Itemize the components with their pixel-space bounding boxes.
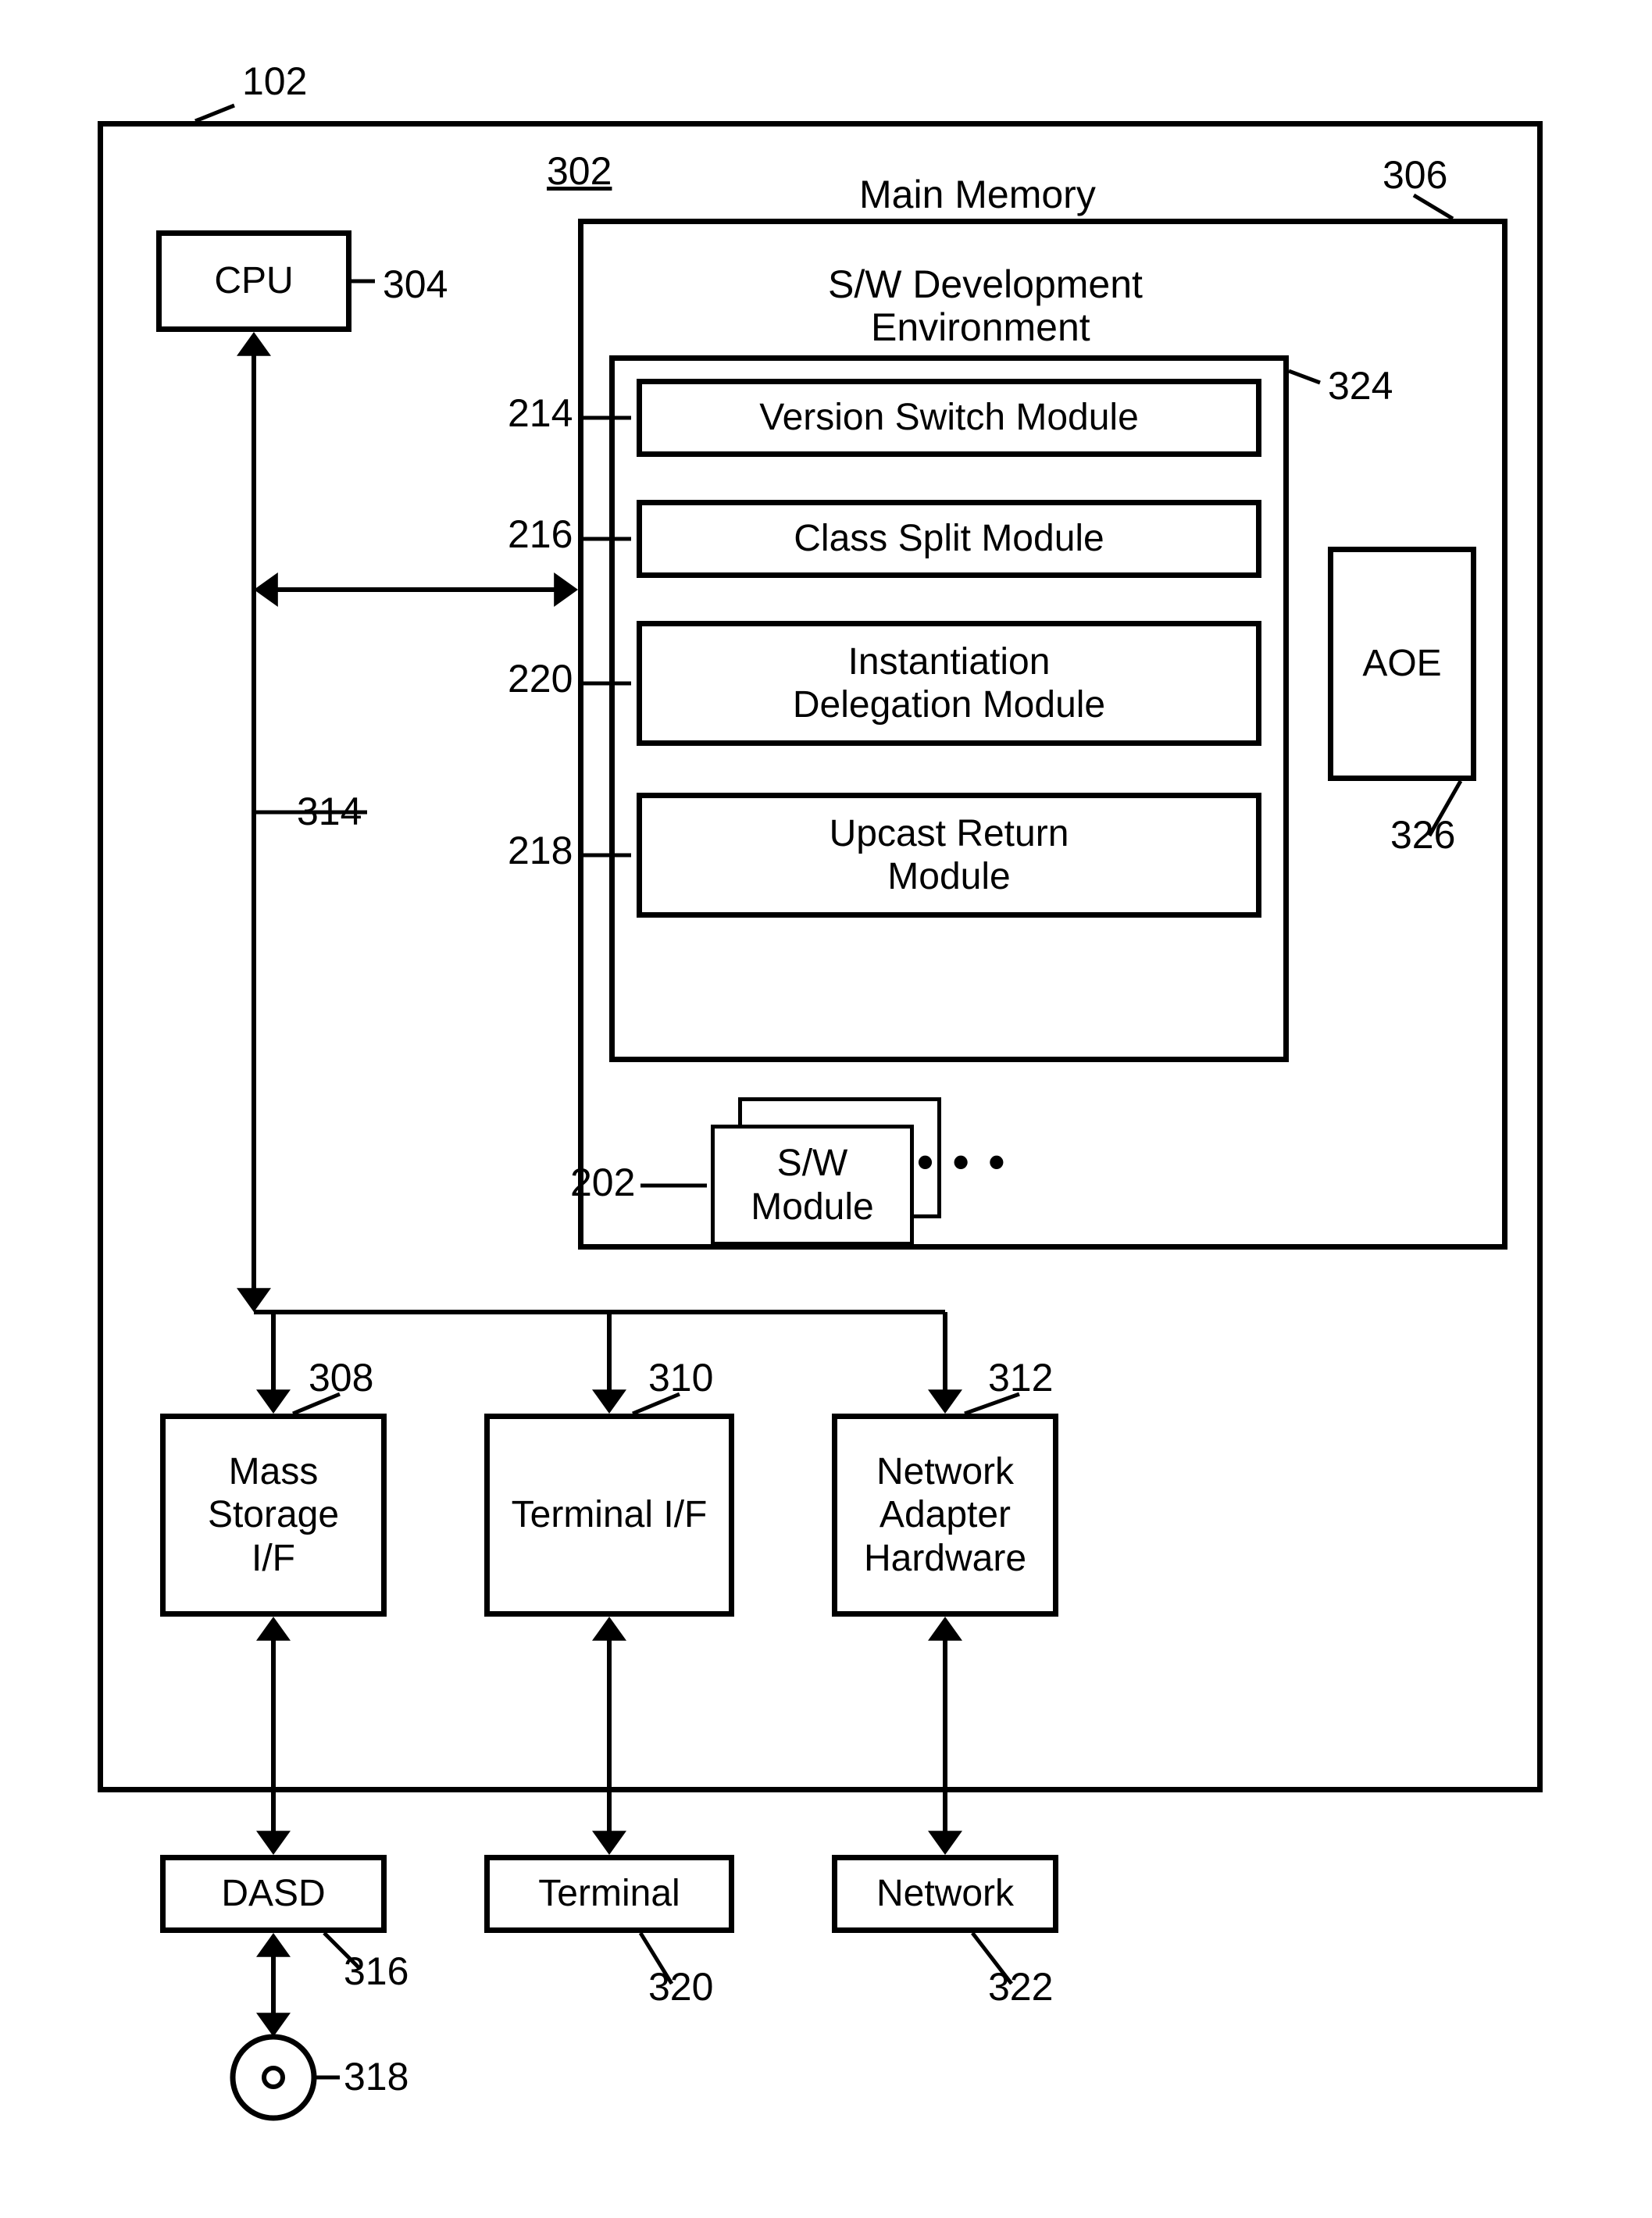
class-split-box-label: Class Split Module [794,517,1104,560]
sde-title-1: S/W Development [828,262,1143,307]
sde-title-2: Environment [871,305,1090,350]
ref-disc: 318 [344,2054,409,2099]
inst-delegation-box: Instantiation Delegation Module [637,621,1261,746]
ref-network: 322 [988,1964,1053,2009]
sw-module-dots: • • • [917,1135,1008,1189]
ref-bus: 314 [297,789,362,834]
upcast-return-box: Upcast Return Module [637,793,1261,918]
ref-main-memory: 306 [1383,152,1447,198]
ref-network-adapter: 312 [988,1355,1053,1400]
main-memory-title: Main Memory [859,172,1096,217]
upcast-return-box-label: Upcast Return Module [830,812,1069,898]
ref-aoe: 326 [1390,812,1455,858]
cpu-box: CPU [156,230,351,332]
dasd-box: DASD [160,1855,387,1933]
version-switch-box: Version Switch Module [637,379,1261,457]
network-adapter-box-label: Network Adapter Hardware [864,1450,1026,1580]
ref-inst-delegation: 220 [508,656,573,701]
version-switch-box-label: Version Switch Module [759,396,1139,439]
ref-inner: 302 [547,148,612,194]
terminal-box-label: Terminal [538,1872,680,1915]
ref-outer: 102 [242,59,307,104]
inst-delegation-box-label: Instantiation Delegation Module [793,640,1105,726]
sw-module-front: S/W Module [711,1125,914,1246]
network-box: Network [832,1855,1058,1933]
ref-sw-module: 202 [570,1160,635,1205]
terminal-box: Terminal [484,1855,734,1933]
terminal-if-box: Terminal I/F [484,1414,734,1617]
dasd-box-label: DASD [221,1872,325,1915]
ref-mass-storage: 308 [309,1355,373,1400]
terminal-if-box-label: Terminal I/F [512,1493,708,1536]
ref-upcast-return: 218 [508,828,573,873]
ref-cpu: 304 [383,262,448,307]
ref-dasd: 316 [344,1949,409,1994]
ref-sde: 324 [1328,363,1393,408]
mass-storage-box-label: Mass Storage I/F [208,1450,339,1580]
ref-class-split: 216 [508,512,573,557]
mass-storage-box: Mass Storage I/F [160,1414,387,1617]
cpu-box-label: CPU [214,259,293,302]
ref-terminal-if: 310 [648,1355,713,1400]
network-adapter-box: Network Adapter Hardware [832,1414,1058,1617]
aoe-box-label: AOE [1362,642,1441,685]
network-box-label: Network [876,1872,1014,1915]
ref-terminal: 320 [648,1964,713,2009]
class-split-box: Class Split Module [637,500,1261,578]
sw-module-front-label: S/W Module [751,1142,873,1228]
ref-version-switch: 214 [508,390,573,436]
aoe-box: AOE [1328,547,1476,781]
